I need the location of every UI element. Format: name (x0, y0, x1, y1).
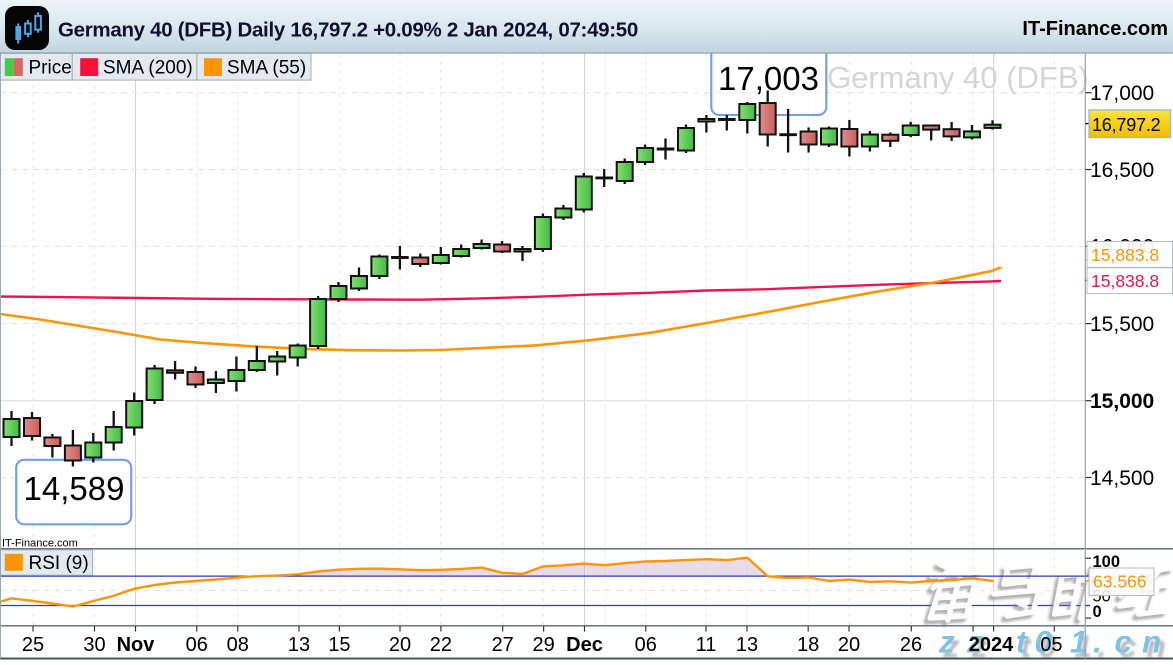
svg-text:29: 29 (532, 634, 554, 656)
svg-text:63.566: 63.566 (1093, 572, 1147, 592)
svg-text:SMA (55): SMA (55) (227, 58, 306, 79)
svg-text:15,500: 15,500 (1090, 313, 1154, 336)
svg-text:25: 25 (22, 634, 44, 656)
svg-text:15,000: 15,000 (1090, 390, 1154, 413)
svg-text:Germany 40 (DFB): Germany 40 (DFB) (827, 60, 1089, 95)
svg-text:Nov: Nov (117, 634, 156, 656)
svg-text:RSI (9): RSI (9) (29, 553, 89, 574)
svg-text:18: 18 (797, 634, 819, 656)
svg-text:0: 0 (1093, 603, 1102, 621)
svg-text:14,500: 14,500 (1090, 467, 1154, 490)
svg-text:27: 27 (492, 634, 514, 656)
svg-text:15,883.8: 15,883.8 (1091, 245, 1159, 265)
svg-text:15: 15 (328, 634, 350, 656)
svg-text:16,797.2: 16,797.2 (1092, 115, 1161, 135)
svg-text:06: 06 (186, 634, 208, 656)
svg-text:2024: 2024 (969, 634, 1014, 656)
svg-text:11: 11 (696, 634, 717, 656)
svg-text:13: 13 (736, 634, 758, 656)
svg-text:14,589: 14,589 (24, 470, 125, 507)
svg-text:100: 100 (1093, 553, 1121, 571)
svg-text:22: 22 (430, 634, 452, 656)
svg-text:13: 13 (288, 634, 310, 656)
svg-text:Dec: Dec (566, 634, 603, 656)
svg-text:IT-Finance.com: IT-Finance.com (2, 538, 78, 550)
svg-text:30: 30 (83, 634, 105, 656)
svg-text:17,003: 17,003 (718, 60, 819, 97)
svg-text:15,838.8: 15,838.8 (1091, 271, 1159, 291)
svg-text:16,500: 16,500 (1090, 159, 1154, 182)
svg-text:20: 20 (838, 634, 860, 656)
svg-text:20: 20 (389, 634, 411, 656)
svg-text:zzt01.cn: zzt01.cn (938, 624, 1161, 660)
svg-text:17,000: 17,000 (1090, 82, 1154, 105)
svg-text:05: 05 (1040, 634, 1062, 656)
svg-text:Germany 40 (DFB) Daily 16,797.: Germany 40 (DFB) Daily 16,797.2 +0.09% 2… (58, 19, 638, 42)
svg-text:IT-Finance.com: IT-Finance.com (1022, 18, 1168, 40)
svg-text:Price: Price (29, 58, 72, 79)
svg-text:08: 08 (227, 634, 249, 656)
svg-text:SMA (200): SMA (200) (103, 58, 193, 79)
svg-text:26: 26 (900, 634, 922, 656)
svg-text:06: 06 (635, 634, 657, 656)
